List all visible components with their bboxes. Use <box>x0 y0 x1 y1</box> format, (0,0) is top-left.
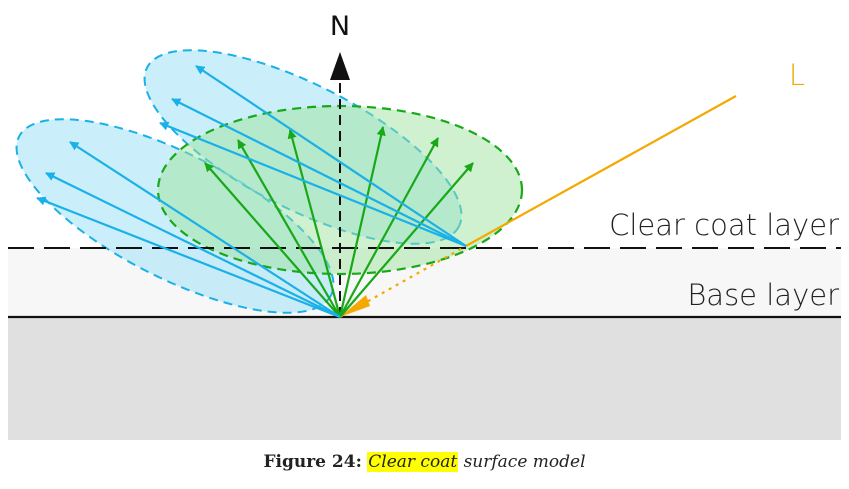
base-layer-label: Base layer <box>687 278 839 312</box>
clear-coat-reflection-arrow <box>36 196 341 319</box>
base-reflection-arrow <box>339 137 439 318</box>
clear-coat-reflection-arrows <box>36 65 467 319</box>
base-reflection-arrow <box>237 139 341 318</box>
figure-caption: Figure 24: Clear coat surface model <box>0 452 849 472</box>
light-angle-marker <box>340 295 370 317</box>
base-layer-reflection-arrows <box>204 126 474 318</box>
base-reflection-arrow <box>339 162 474 318</box>
clear-coat-layer-label: Clear coat layer <box>609 208 839 242</box>
light-ray <box>465 95 737 247</box>
clear-coat-reflection-arrow <box>45 172 341 318</box>
normal-arrowhead <box>330 52 350 80</box>
caption-highlight: Clear coat <box>367 452 459 472</box>
light-label: L <box>789 58 805 92</box>
clear-coat-reflection-arrow <box>69 141 341 318</box>
substrate <box>8 317 841 440</box>
clear-coat-reflection-arrow <box>195 65 467 247</box>
base-reflection-arrow <box>338 126 386 318</box>
clear-coat-reflection-arrow <box>171 98 467 247</box>
caption-figure-number: Figure 24: <box>263 452 362 472</box>
normal-label: N <box>330 11 350 42</box>
clear-coat-reflection-arrow <box>159 121 467 248</box>
clear-coat-diagram: N L Clear coat layer Base layer <box>8 11 841 440</box>
base-reflection-arrow <box>204 162 341 318</box>
caption-rest: surface model <box>463 452 586 472</box>
